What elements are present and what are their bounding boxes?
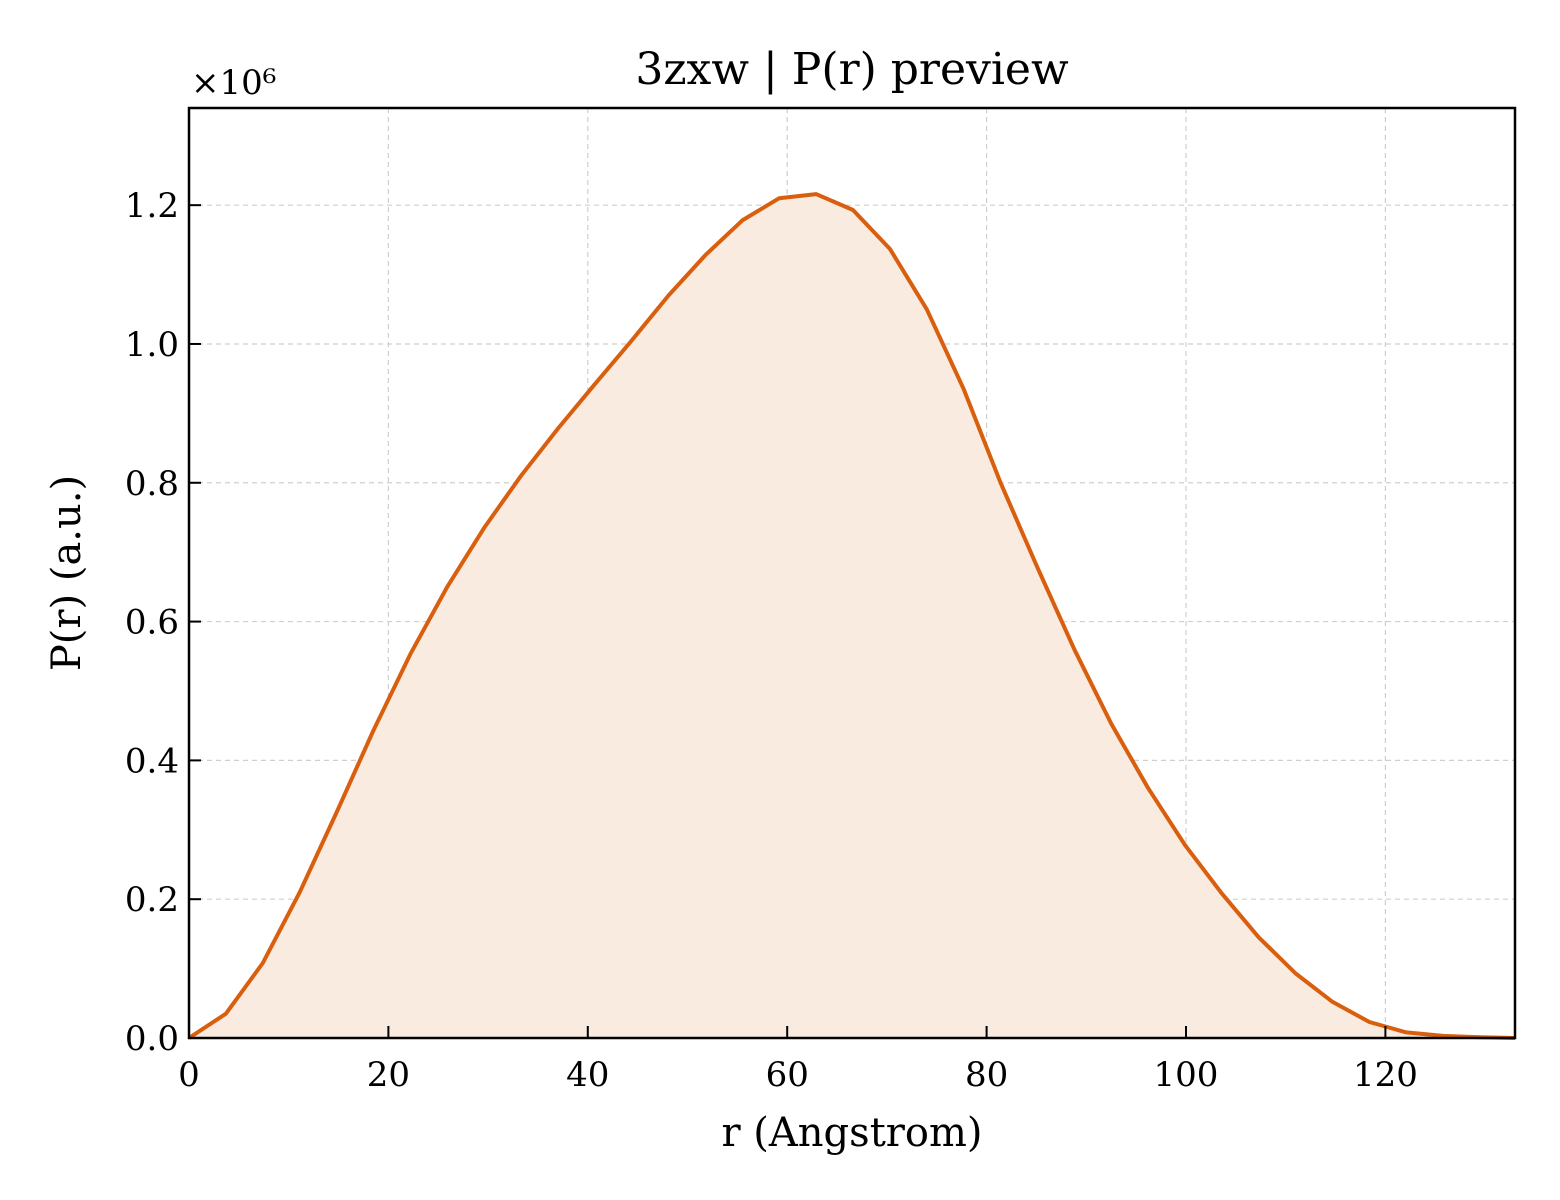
y-tick-label: 1.0 xyxy=(125,325,179,365)
area-fill xyxy=(189,194,1515,1039)
y-axis-label: P(r) (a.u.) xyxy=(44,475,90,671)
x-tick-label: 100 xyxy=(1154,1055,1219,1095)
y-tick-label: 0.6 xyxy=(125,603,179,643)
x-tick-label: 20 xyxy=(367,1055,410,1095)
ticks: 0 20 40 60 80 100 120 0.0 0.2 0.4 0.6 0.8 1.0 1.2 xyxy=(125,186,1418,1095)
x-tick-label: 0 xyxy=(178,1055,200,1095)
x-axis-label: r (Angstrom) xyxy=(721,1110,982,1156)
x-tick-label: 120 xyxy=(1353,1055,1418,1095)
y-multiplier-label: ×10⁶ xyxy=(191,63,276,103)
y-tick-label: 0.4 xyxy=(125,741,179,781)
chart-title: 3zxw | P(r) preview xyxy=(635,44,1069,95)
x-tick-label: 80 xyxy=(965,1055,1008,1095)
plot-frame xyxy=(187,106,1517,1040)
y-tick-label: 0.0 xyxy=(125,1019,179,1059)
x-tick-label: 60 xyxy=(766,1055,809,1095)
y-tick-label: 1.2 xyxy=(125,186,179,226)
x-tick-label: 40 xyxy=(566,1055,609,1095)
y-tick-label: 0.8 xyxy=(125,464,179,504)
series-line xyxy=(187,192,1516,1040)
y-tick-label: 0.2 xyxy=(125,880,179,920)
